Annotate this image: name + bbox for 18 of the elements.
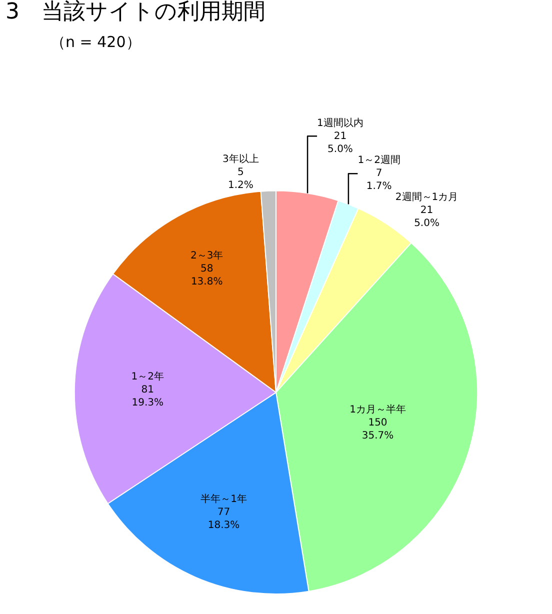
slice-label: 3年以上: [222, 152, 259, 165]
slice-label: 半年～1年: [200, 493, 247, 506]
data-label: 81 19.3%: [132, 384, 164, 409]
slice-label: 1カ月～半年: [350, 403, 406, 416]
slice-label: 2～3年: [190, 249, 224, 262]
data-label: 21 5.0%: [414, 205, 440, 230]
chart-title: 3 当該サイトの利用期間: [6, 0, 266, 24]
slice-label: 1～2年: [131, 370, 164, 383]
data-label: 58 13.8%: [190, 263, 223, 288]
data-label: 77 18.3%: [208, 507, 240, 532]
data-label: 150 35.7%: [362, 417, 394, 442]
slice-label: 2週間～1カ月: [395, 192, 458, 204]
slice-label: 1週間以内: [317, 117, 364, 130]
slice-label: 1～2週間: [358, 155, 400, 166]
data-label: 21 5.0%: [328, 131, 353, 156]
chart-subtitle: （n = 420）: [6, 33, 141, 52]
data-label: 5 1.2%: [228, 166, 254, 191]
data-label: 7 1.7%: [366, 168, 392, 192]
